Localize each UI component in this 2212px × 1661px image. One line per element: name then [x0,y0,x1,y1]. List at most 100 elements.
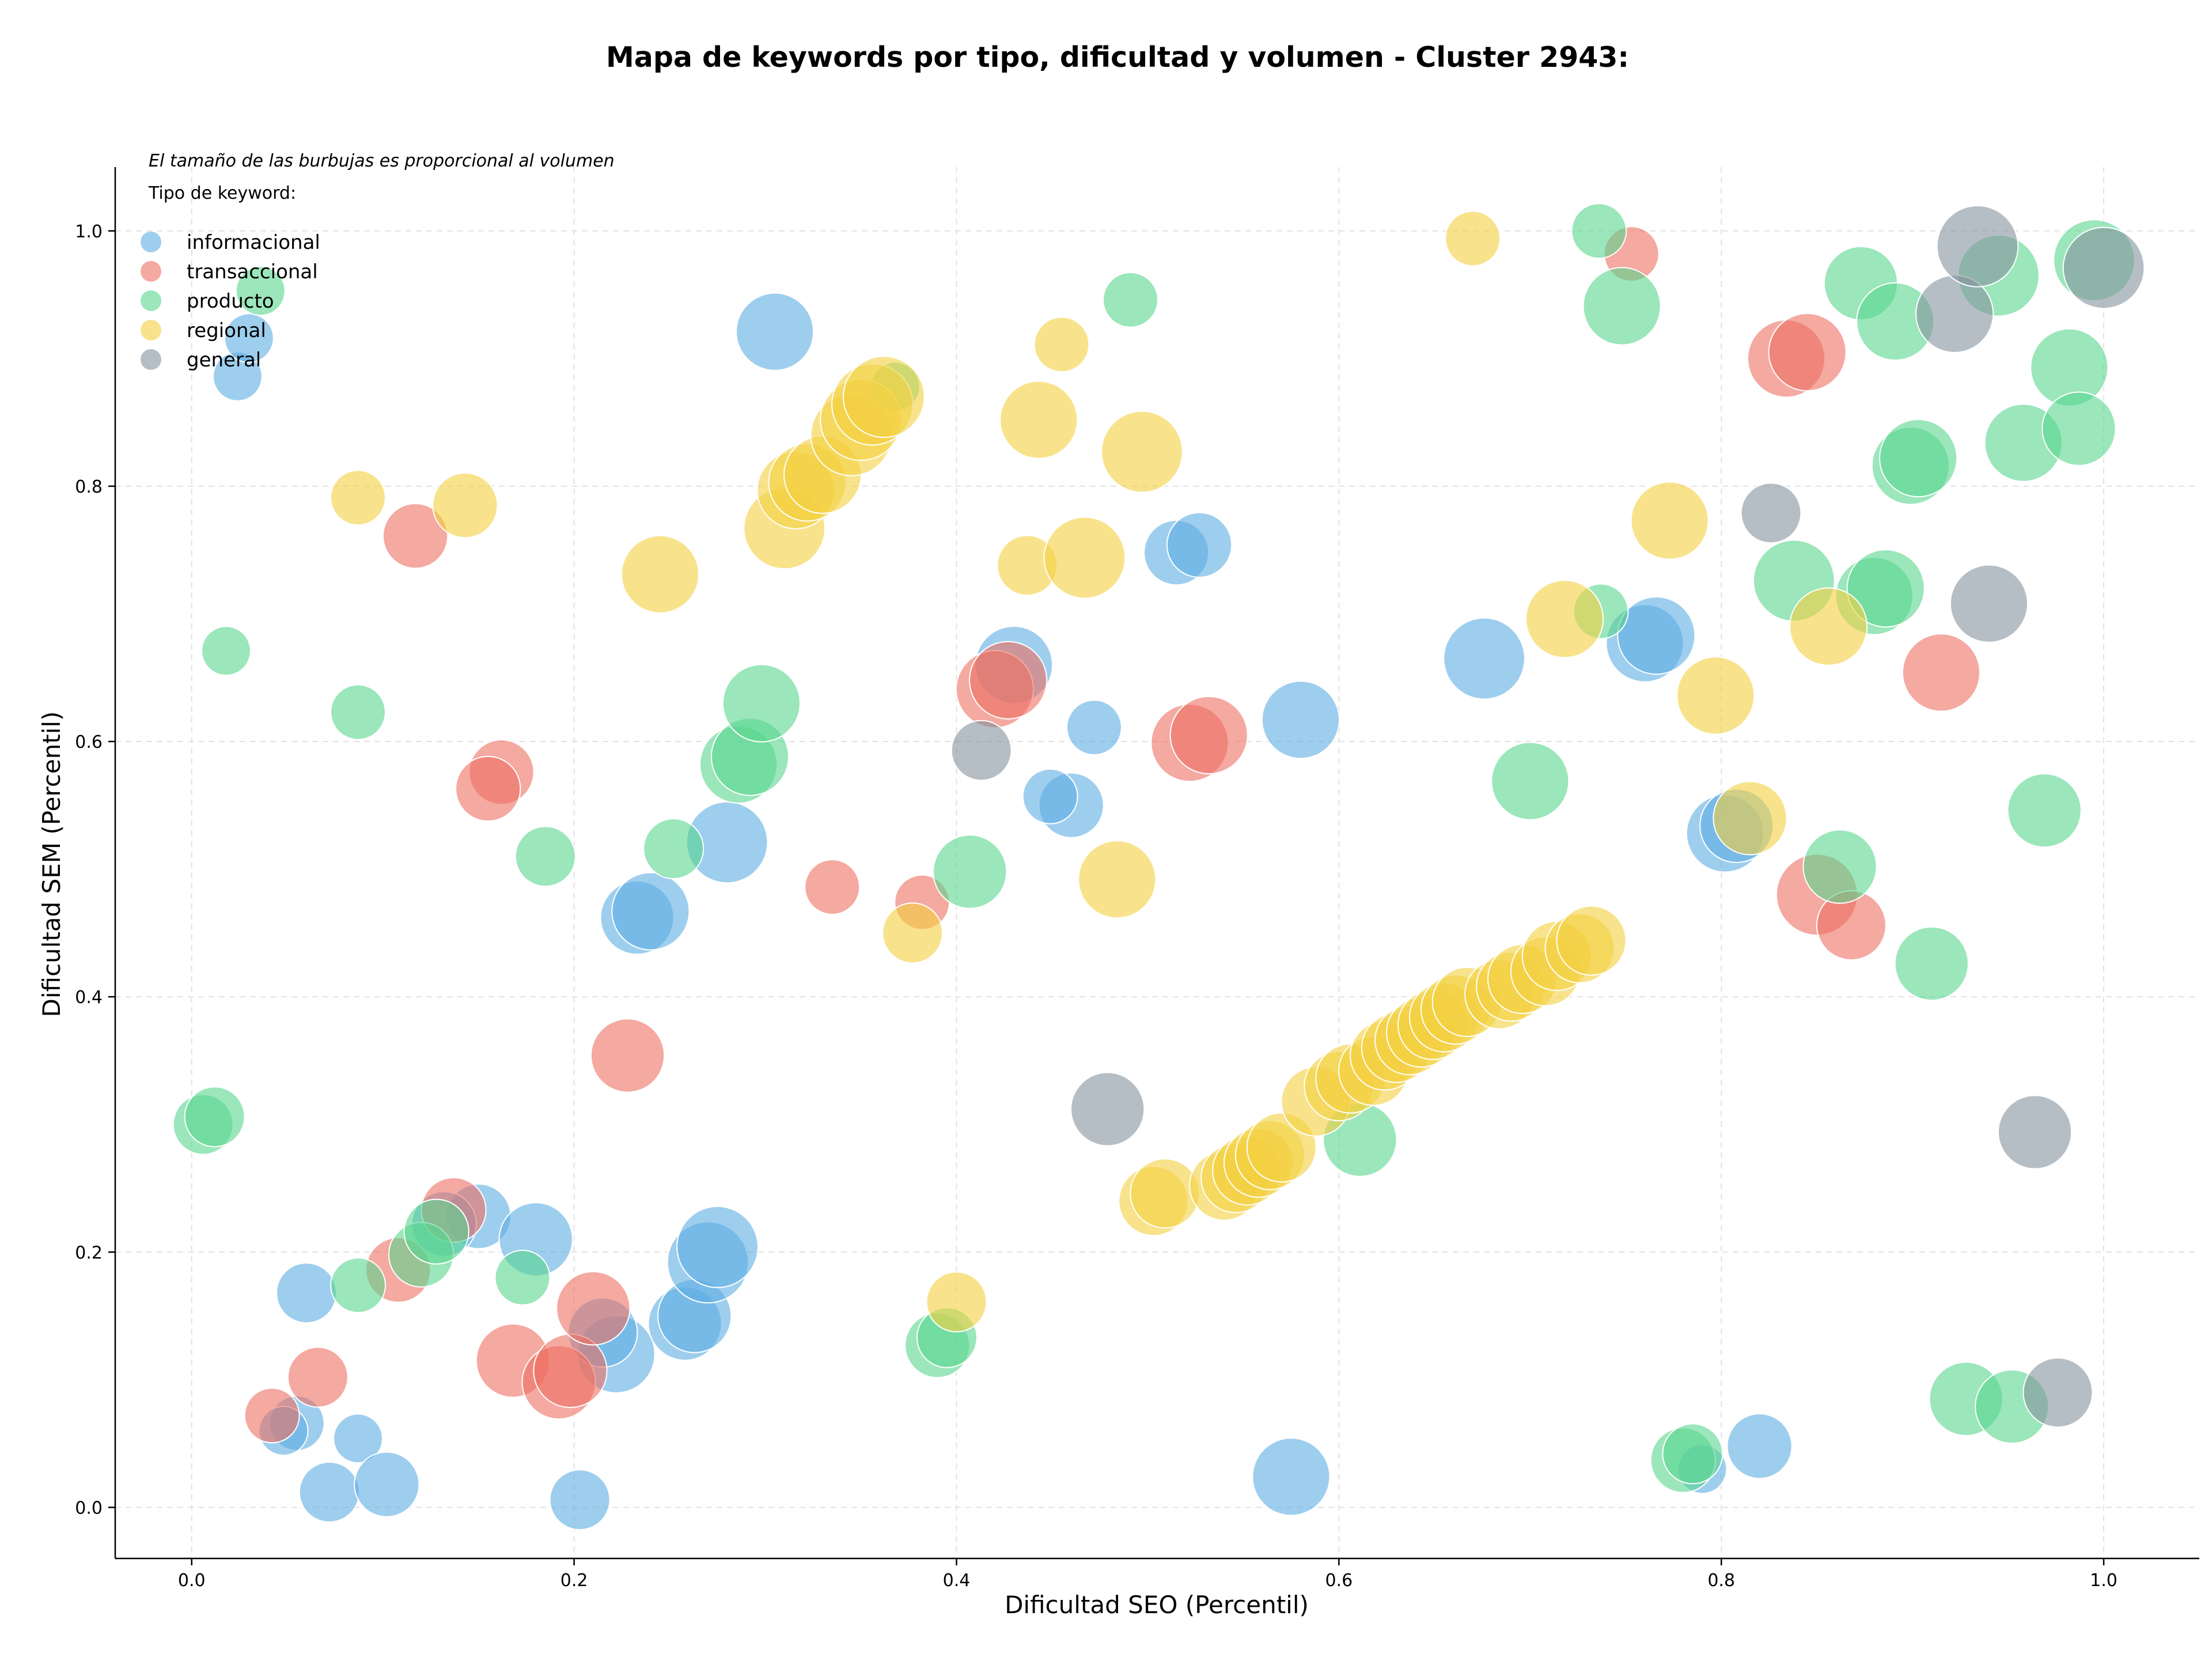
bubble-producto [1846,549,1925,628]
x-tick-label: 0.0 [178,1571,206,1591]
bubble-producto [494,1250,551,1306]
bubble-regional [1525,580,1604,659]
bubble-informacional [1252,1437,1331,1516]
legend-item-informacional: informacional [141,231,320,254]
bubble-informacional [1443,617,1525,700]
bubble-informacional [611,872,690,951]
bubble-regional [1130,1158,1200,1229]
y-tick-label: 0.0 [75,1498,103,1518]
bubble-producto [1894,926,1969,1001]
bubble-regional [1630,481,1709,560]
series-producto [172,203,2135,1493]
x-tick-label: 0.6 [1325,1571,1353,1591]
bubble-informacional [736,292,815,371]
legend-label: informacional [187,231,320,254]
bubble-regional [1556,905,1627,976]
y-axis-label: Dificultad SEM (Percentil) [37,712,66,1017]
bubble-informacional [1066,699,1122,756]
bubble-transaccional [1768,313,1847,392]
legend-marker [141,349,161,370]
bubble-transaccional [1169,695,1248,775]
bubble-general [2062,226,2145,309]
bubble-producto [1571,203,1627,259]
bubble-informacional [549,1469,611,1531]
bubble-regional [882,902,944,964]
bubble-transaccional [455,755,521,822]
legend-marker [141,290,161,311]
bubble-producto [643,818,704,880]
bubble-informacional [298,1461,360,1523]
bubble-producto [330,684,386,740]
bubble-regional [1078,840,1157,919]
axes [114,167,2199,1560]
legend-label: producto [187,290,274,313]
bubble-transaccional [590,1018,665,1093]
bubble-general [1070,1072,1145,1147]
bubble-producto [2041,391,2116,466]
legend-item-general: general [141,349,261,372]
bubble-informacional [676,1206,759,1288]
bubble-producto [1878,419,1958,498]
bubble-general [2022,1357,2093,1428]
legend-item-transaccional: transaccional [141,260,318,283]
bubble-producto [1103,271,1158,328]
bubble-regional [999,380,1078,459]
bubble-informacional [1261,680,1340,759]
bubble-regional [842,355,925,438]
chart-title: Mapa de keywords por tipo, dificultad y … [606,41,1629,74]
x-tick-label: 0.4 [943,1571,971,1591]
bubble-general [1936,205,2019,287]
bubble-informacional [1726,1413,1793,1480]
bubble-producto [514,826,576,887]
series-general [950,205,2145,1428]
bubble-regional [1789,587,1868,666]
y-tick-label: 0.4 [75,987,103,1008]
legend-item-regional: regional [141,319,266,342]
bubble-regional [432,472,498,539]
bubble-informacional [1166,512,1233,578]
bubble-size-note: El tamaño de las burbujas es proporciona… [149,151,615,171]
y-tick-label: 0.2 [75,1243,103,1263]
legend-label: general [187,349,261,372]
legend-marker [141,261,161,282]
series-regional [330,210,1868,1333]
legend-label: regional [187,319,266,342]
bubble-producto [1662,1423,1724,1485]
bubble-producto [201,626,251,676]
bubble-regional [620,535,700,614]
x-tick-label: 1.0 [2090,1571,2118,1591]
bubble-producto [184,1086,245,1148]
bubble-regional [1445,210,1501,267]
bubble-producto [403,1198,469,1265]
x-axis-label: Dificultad SEO (Percentil) [1005,1591,1309,1619]
bubble-informacional [354,1451,420,1518]
bubble-transaccional [287,1346,349,1408]
bubble-informacional [224,313,274,364]
bubble-producto [1802,829,1877,904]
bubbles [172,203,2145,1531]
legend-label: transaccional [187,260,318,283]
bubble-transaccional [556,1271,631,1346]
bubble-regional [1033,316,1090,373]
bubble-transaccional [382,503,449,569]
y-tick-label: 0.8 [75,477,103,497]
legend-title: Tipo de keyword: [148,183,296,203]
bubble-regional [1713,781,1787,856]
legend: informacional transaccional producto region… [141,231,320,372]
grid [115,167,2199,1558]
bubble-regional [1043,516,1126,599]
x-tick-label: 0.2 [560,1571,588,1591]
bubble-informacional [1022,768,1078,824]
bubble-producto [330,1257,386,1314]
bubble-informacional [333,1413,383,1464]
bubble-producto [722,664,801,743]
bubble-general [1997,1095,2073,1170]
bubble-producto [2007,773,2082,848]
bubble-producto [235,266,286,316]
bubble-producto [933,834,1007,909]
bubble-general [1740,482,1802,544]
bubble-transaccional [969,641,1048,720]
y-tick-label: 1.0 [75,222,103,242]
legend-marker [141,320,161,340]
